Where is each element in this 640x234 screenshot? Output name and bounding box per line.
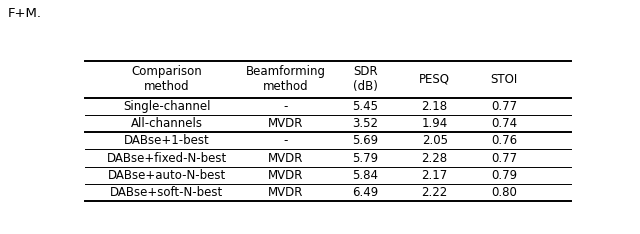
Text: 0.74: 0.74 [491,117,517,130]
Text: 2.17: 2.17 [422,169,448,182]
Text: 0.76: 0.76 [491,134,517,147]
Text: 2.28: 2.28 [422,151,448,165]
Text: 1.94: 1.94 [422,117,448,130]
Text: 6.49: 6.49 [352,186,378,199]
Text: -: - [284,100,288,113]
Text: Beamforming
method: Beamforming method [246,65,326,93]
Text: MVDR: MVDR [268,169,303,182]
Text: STOI: STOI [490,73,518,86]
Text: 2.22: 2.22 [422,186,448,199]
Text: 0.77: 0.77 [491,151,517,165]
Text: MVDR: MVDR [268,186,303,199]
Text: 0.80: 0.80 [491,186,517,199]
Text: 5.79: 5.79 [352,151,378,165]
Text: 5.45: 5.45 [352,100,378,113]
Text: All-channels: All-channels [131,117,203,130]
Text: Comparison
method: Comparison method [131,65,202,93]
Text: MVDR: MVDR [268,151,303,165]
Text: Single-channel: Single-channel [123,100,211,113]
Text: 2.05: 2.05 [422,134,447,147]
Text: DABse+soft-N-best: DABse+soft-N-best [110,186,223,199]
Text: DABse+auto-N-best: DABse+auto-N-best [108,169,226,182]
Text: DABse+fixed-N-best: DABse+fixed-N-best [107,151,227,165]
Text: PESQ: PESQ [419,73,450,86]
Text: -: - [284,134,288,147]
Text: 3.52: 3.52 [352,117,378,130]
Text: 0.79: 0.79 [491,169,517,182]
Text: DABse+1-best: DABse+1-best [124,134,210,147]
Text: 5.69: 5.69 [352,134,378,147]
Text: SDR
(dB): SDR (dB) [353,65,378,93]
Text: 2.18: 2.18 [422,100,448,113]
Text: 5.84: 5.84 [352,169,378,182]
Text: 0.77: 0.77 [491,100,517,113]
Text: MVDR: MVDR [268,117,303,130]
Text: F+M.: F+M. [8,7,42,20]
